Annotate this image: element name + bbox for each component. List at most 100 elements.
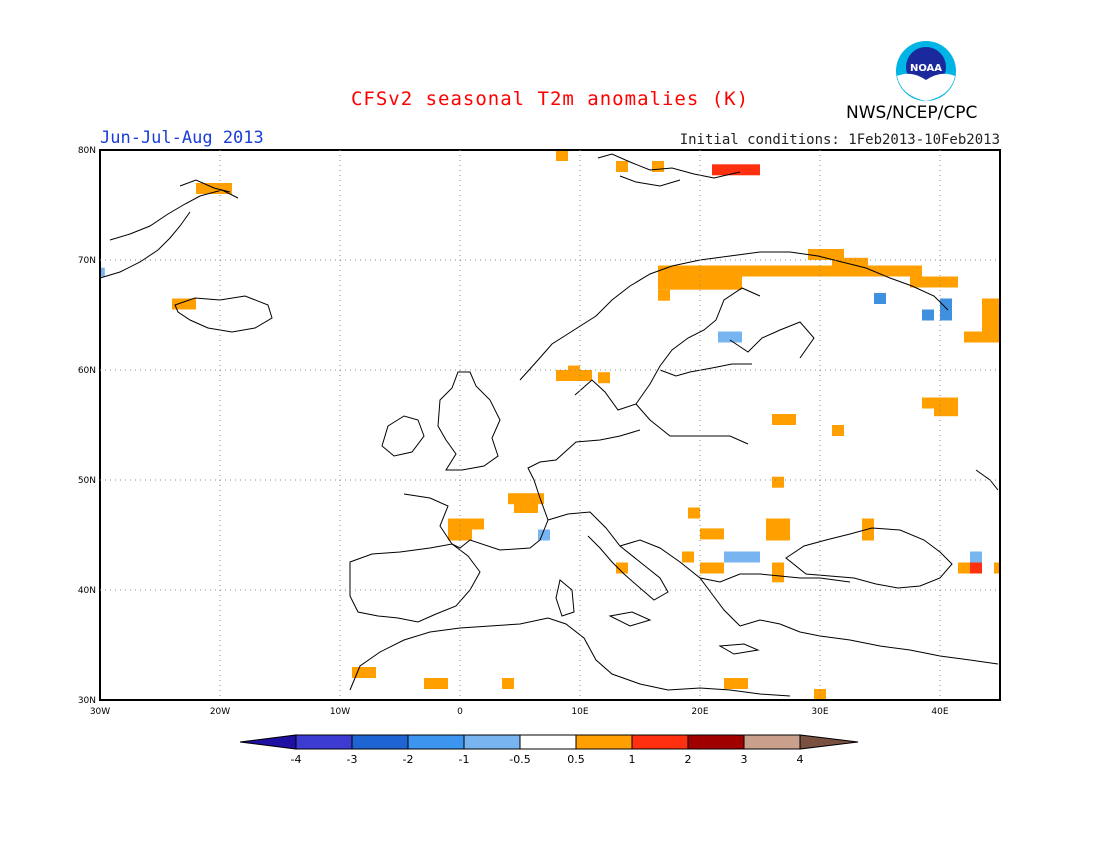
anomaly-cell xyxy=(658,265,922,277)
anomaly-cell xyxy=(766,518,790,530)
colorbar-label: -2 xyxy=(403,753,414,766)
anomaly-cell xyxy=(874,293,886,304)
colorbar-label: 1 xyxy=(629,753,636,766)
colorbar-segment xyxy=(351,734,409,750)
anomaly-cell xyxy=(772,414,796,425)
anomaly-cell xyxy=(922,397,958,409)
anomaly-cells xyxy=(100,150,1000,700)
anomaly-cell xyxy=(772,476,784,488)
anomaly-cell xyxy=(616,161,628,172)
anomaly-cell xyxy=(862,529,874,541)
lat-tick-label: 40N xyxy=(78,586,96,596)
anomaly-cell xyxy=(724,678,748,689)
lon-tick-label: 30W xyxy=(90,707,110,717)
anomaly-cell xyxy=(832,257,868,269)
anomaly-cell xyxy=(940,298,952,321)
anomaly-cell xyxy=(808,249,844,260)
anomaly-cell xyxy=(712,164,760,176)
lon-tick-label: 0 xyxy=(457,707,463,717)
anomaly-cell xyxy=(718,331,742,343)
anomaly-cell xyxy=(658,289,670,301)
anomaly-cell xyxy=(772,562,784,574)
anomaly-cell xyxy=(688,507,700,519)
anomaly-cell xyxy=(616,562,628,574)
anomaly-cell xyxy=(862,518,874,530)
anomaly-cell xyxy=(862,265,910,277)
anomaly-cell xyxy=(352,667,376,678)
colorbar-label: 4 xyxy=(797,753,804,766)
anomaly-cell xyxy=(514,502,538,513)
agency-label: NWS/NCEP/CPC xyxy=(846,103,978,123)
anomaly-cell xyxy=(700,562,724,574)
colorbar-label: -3 xyxy=(347,753,358,766)
anomaly-cell xyxy=(538,529,550,541)
anomaly-cell xyxy=(814,689,826,700)
anomaly-cell xyxy=(172,298,196,310)
anomaly-cell xyxy=(970,551,982,563)
anomaly-cell xyxy=(448,518,484,530)
colorbar-left-arrow xyxy=(239,734,297,750)
season-label: Jun-Jul-Aug 2013 xyxy=(100,128,264,148)
anomaly-cell xyxy=(100,267,105,277)
colorbar-segment xyxy=(631,734,689,750)
chart-title: CFSv2 seasonal T2m anomalies (K) xyxy=(350,88,750,110)
anomaly-cell xyxy=(652,161,664,172)
anomaly-cell xyxy=(982,298,1000,332)
anomaly-cell xyxy=(964,331,1000,343)
colorbar-segment xyxy=(575,734,633,750)
anomaly-cell xyxy=(700,528,724,540)
lat-tick-label: 50N xyxy=(78,476,96,486)
lat-tick-label: 70N xyxy=(78,256,96,266)
anomaly-cell xyxy=(502,678,514,689)
anomaly-cell xyxy=(922,309,934,321)
anomaly-cell xyxy=(766,529,790,541)
gridlines xyxy=(100,150,1000,700)
lon-tick-label: 40E xyxy=(931,707,948,717)
anomaly-cell xyxy=(556,150,568,161)
lon-tick-label: 10W xyxy=(330,707,350,717)
colorbar-segment xyxy=(463,734,521,750)
anomaly-cell xyxy=(772,573,784,583)
colorbar-label: 2 xyxy=(685,753,692,766)
anomaly-cell xyxy=(724,551,760,563)
anomaly-cell xyxy=(910,276,958,288)
colorbar-segment xyxy=(743,734,801,750)
axis-ticks: 30W 20W 10W 0 10E 20E 30E 40E 80N 70N 60N 50N 40N 30N xyxy=(78,146,949,717)
noaa-logo: NOAA xyxy=(896,41,956,101)
lat-tick-label: 30N xyxy=(78,696,96,706)
anomaly-cell xyxy=(424,678,448,689)
anomaly-cell xyxy=(832,425,844,436)
anomaly-cell xyxy=(994,562,1000,574)
anomaly-cell xyxy=(556,370,592,381)
lon-tick-label: 30E xyxy=(811,707,828,717)
anomaly-cell xyxy=(568,365,580,375)
colorbar-label: -1 xyxy=(459,753,470,766)
anomaly-cell xyxy=(970,562,982,574)
colorbar-segment xyxy=(295,734,353,750)
colorbar-label: -4 xyxy=(291,753,302,766)
colorbar-label: 3 xyxy=(741,753,748,766)
anomaly-cell xyxy=(598,372,610,384)
coastlines xyxy=(99,153,999,697)
noaa-logo-text: NOAA xyxy=(910,63,942,74)
map-frame xyxy=(99,149,1001,701)
colorbar-segment xyxy=(519,734,577,750)
lon-tick-label: 20E xyxy=(691,707,708,717)
colorbar-label: 0.5 xyxy=(567,753,585,766)
initial-conditions-label: Initial conditions: 1Feb2013-10Feb2013 xyxy=(679,132,1000,148)
anomaly-cell xyxy=(934,405,958,417)
lat-tick-label: 60N xyxy=(78,366,96,376)
colorbar-right-arrow xyxy=(799,734,859,750)
colorbar-label: -0.5 xyxy=(509,753,530,766)
anomaly-cell xyxy=(508,493,544,505)
colorbar: -4 -3 -2 -1 -0.5 0.5 1 2 3 4 xyxy=(239,734,859,766)
colorbar-segment xyxy=(687,734,745,750)
anomaly-cell xyxy=(958,562,970,574)
lat-tick-label: 80N xyxy=(78,146,96,156)
lon-tick-label: 20W xyxy=(210,707,230,717)
colorbar-segment xyxy=(407,734,465,750)
lon-tick-label: 10E xyxy=(571,707,588,717)
anomaly-cell xyxy=(658,276,742,290)
anomaly-cell xyxy=(682,551,694,563)
